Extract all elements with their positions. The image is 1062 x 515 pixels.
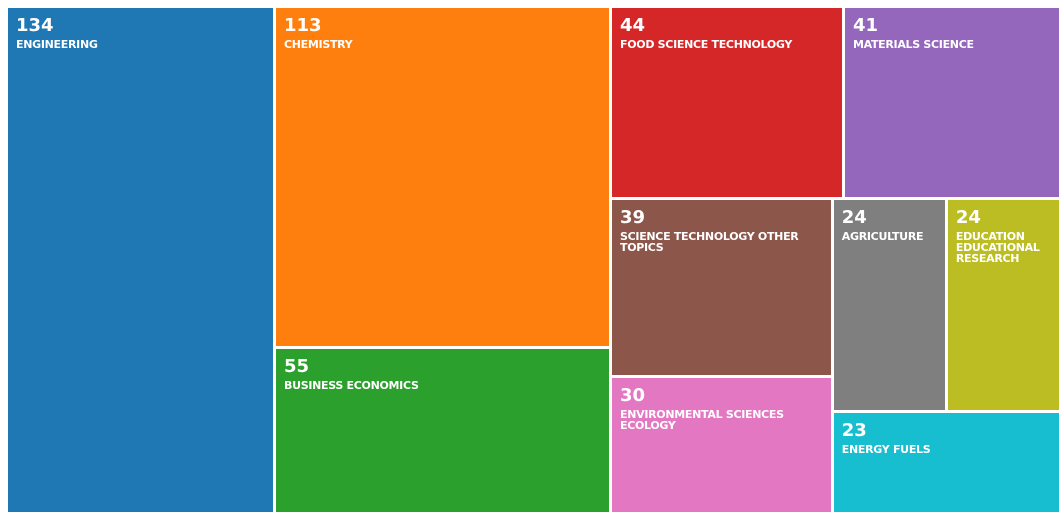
treemap-cell: 134 ENGINEERING	[8, 8, 273, 512]
value-label: 23	[841, 419, 867, 441]
treemap-cell: 55 BUSINESS ECONOMICS	[276, 349, 609, 512]
value-label: 41	[852, 15, 878, 36]
value-label: 44	[620, 15, 646, 36]
category-label: BUSINESS ECONOMICS	[284, 379, 419, 393]
category-label: FOOD SCIENCE TECHNOLOGY	[620, 38, 793, 51]
value-label: 134	[16, 15, 54, 36]
category-label: SCIENCE TECHNOLOGY OTHER TOPICS	[620, 229, 799, 254]
category-label: ENGINEERING	[16, 38, 98, 51]
value-label: 30	[620, 384, 646, 406]
treemap-cell: 30 ENVIRONMENTAL SCIENCES ECOLOGY	[612, 377, 831, 512]
treemap-cell: 113 CHEMISTRY	[276, 8, 609, 347]
category-label: MATERIALS SCIENCE	[852, 38, 974, 51]
value-label: 24	[955, 206, 981, 228]
value-label: 113	[284, 15, 322, 36]
treemap-cell: 24 AGRICULTURE	[833, 199, 945, 410]
category-label: ENVIRONMENTAL SCIENCES ECOLOGY	[620, 407, 784, 432]
value-label: 55	[284, 356, 310, 378]
category-label: EDUCATION EDUCATIONAL RESEARCH	[955, 229, 1040, 265]
category-label: AGRICULTURE	[841, 229, 924, 243]
category-label: ENERGY FUELS	[841, 442, 931, 456]
treemap-cell: 23 ENERGY FUELS	[833, 412, 1059, 512]
value-label: 24	[841, 206, 867, 228]
treemap-cell: 41 MATERIALS SCIENCE	[844, 8, 1059, 197]
treemap-cell: 44 FOOD SCIENCE TECHNOLOGY	[612, 8, 842, 197]
category-label: CHEMISTRY	[284, 38, 353, 51]
treemap-cell: 24 EDUCATION EDUCATIONAL RESEARCH	[947, 199, 1059, 410]
treemap-cell: 39 SCIENCE TECHNOLOGY OTHER TOPICS	[612, 199, 831, 375]
value-label: 39	[620, 206, 646, 228]
